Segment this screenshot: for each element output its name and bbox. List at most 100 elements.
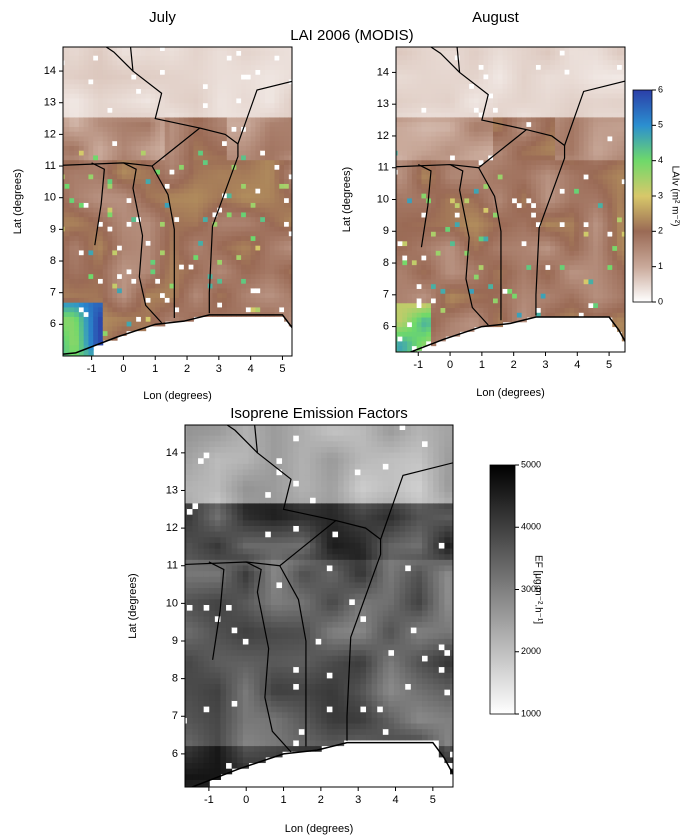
map-cell (174, 198, 179, 203)
map-cell (189, 288, 194, 293)
map-cell (146, 107, 151, 112)
map-cell (170, 65, 175, 70)
map-cell (198, 112, 203, 117)
map-cell (417, 179, 422, 184)
map-cell (488, 131, 493, 136)
map-cell (431, 308, 436, 313)
map-cell (127, 84, 132, 89)
map-cell (421, 74, 426, 79)
map-cell (146, 312, 151, 317)
map-cell (275, 112, 280, 117)
map-cell (208, 198, 213, 203)
map-cell (503, 126, 508, 131)
map-cell (170, 93, 175, 98)
map-cell (469, 64, 474, 69)
map-cell (251, 288, 256, 293)
map-cell (284, 278, 289, 283)
map-cell (265, 183, 270, 188)
map-cell (265, 131, 270, 136)
map-cell (212, 136, 217, 141)
map-cell (131, 141, 136, 146)
map-cell (407, 55, 412, 60)
map-cell (398, 103, 403, 108)
map-cell (193, 188, 198, 193)
map-cell (545, 84, 550, 89)
map-cell (550, 303, 555, 308)
map-cell (74, 98, 79, 103)
map-cell (212, 141, 217, 146)
map-cell (93, 117, 98, 122)
map-cell (79, 98, 84, 103)
map-cell (93, 259, 98, 264)
map-cell (251, 236, 256, 241)
map-cell (455, 227, 460, 232)
map-cell (526, 260, 531, 265)
map-cell (150, 236, 155, 241)
map-cell (88, 202, 93, 207)
map-cell (193, 259, 198, 264)
map-cell (155, 212, 160, 217)
map-cell (69, 321, 74, 326)
map-cell (289, 302, 294, 307)
map-cell (217, 179, 222, 184)
map-cell (441, 331, 446, 336)
map-cell (189, 307, 194, 312)
map-cell (241, 112, 246, 117)
map-cell (493, 136, 498, 141)
map-cell (402, 174, 407, 179)
map-cell (512, 250, 517, 255)
map-cell (170, 69, 175, 74)
map-cell (150, 207, 155, 212)
map-cell (512, 93, 517, 98)
map-cell (507, 45, 512, 50)
map-cell (284, 307, 289, 312)
map-cell (98, 335, 103, 340)
map-cell (393, 79, 398, 84)
map-cell (265, 145, 270, 150)
map-cell (198, 84, 203, 89)
map-cell (79, 226, 84, 231)
map-cell (179, 98, 184, 103)
map-cell (122, 179, 127, 184)
map-cell (184, 98, 189, 103)
map-cell (65, 226, 70, 231)
map-cell (193, 183, 198, 188)
map-cell (88, 117, 93, 122)
map-cell (232, 245, 237, 250)
map-cell (493, 188, 498, 193)
map-cell (69, 117, 74, 122)
map-cell (550, 288, 555, 293)
map-cell (541, 74, 546, 79)
map-cell (279, 141, 284, 146)
map-cell (426, 150, 431, 155)
map-cell (474, 222, 479, 227)
map-cell (232, 226, 237, 231)
map-cell (436, 184, 441, 189)
map-cell (445, 212, 450, 217)
map-cell (469, 288, 474, 293)
map-cell (469, 88, 474, 93)
map-cell (236, 179, 241, 184)
map-cell (79, 88, 84, 93)
map-cell (421, 322, 426, 327)
map-cell (122, 65, 127, 70)
map-cell (279, 302, 284, 307)
map-cell (236, 297, 241, 302)
map-cell (79, 145, 84, 150)
map-cell (531, 55, 536, 60)
map-cell (108, 321, 113, 326)
map-cell (84, 350, 89, 355)
map-cell (69, 103, 74, 108)
map-cell (79, 60, 84, 65)
map-cell (69, 55, 74, 60)
map-cell (251, 107, 256, 112)
map-cell (136, 316, 141, 321)
map-cell (474, 217, 479, 222)
y-tick-label: 11 (45, 160, 56, 172)
map-cell (74, 88, 79, 93)
map-cell (270, 98, 275, 103)
map-cell (393, 317, 398, 322)
map-cell (69, 188, 74, 193)
map-cell (127, 74, 132, 79)
map-cell (117, 126, 122, 131)
